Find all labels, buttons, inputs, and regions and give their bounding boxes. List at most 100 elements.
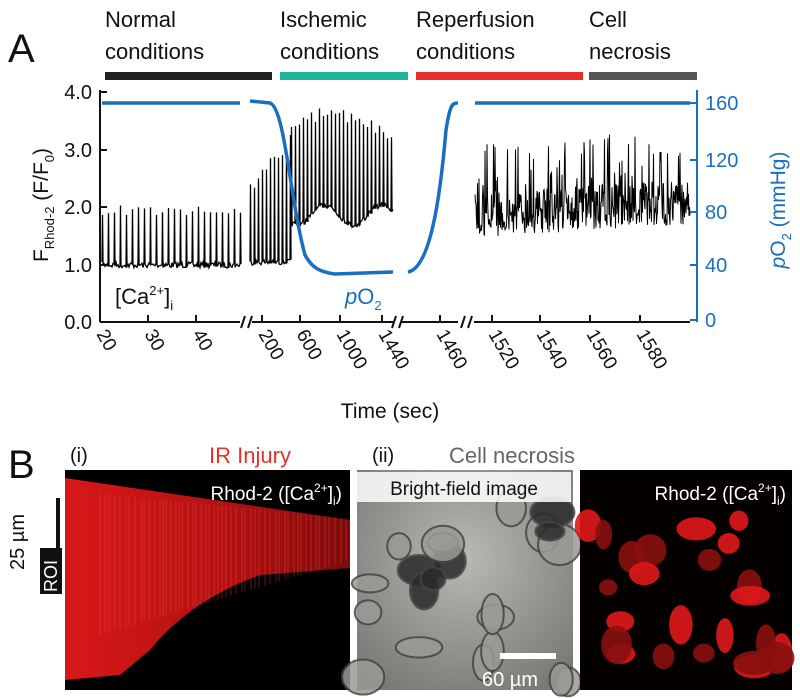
x-tick-label: 1460 xyxy=(432,326,471,373)
y2-tick-label: 0 xyxy=(705,310,716,332)
phase-headers: Normal conditions Ischemic conditions Reperf… xyxy=(105,7,697,80)
x-tick-label: 1560 xyxy=(582,326,621,373)
label-sub: i xyxy=(170,298,173,313)
x-tick-label: 1520 xyxy=(484,326,523,373)
right-axis-label: pO2 (mmHg) xyxy=(767,152,794,270)
cell xyxy=(692,643,715,663)
cell xyxy=(353,599,383,626)
label-part: ] xyxy=(164,284,170,309)
label-part: O xyxy=(767,240,790,256)
label-part: p xyxy=(767,257,790,270)
cell xyxy=(480,630,505,673)
y2-tick-label: 80 xyxy=(705,202,727,224)
phase-label: Ischemic xyxy=(280,7,367,32)
label-part: ] xyxy=(328,484,333,505)
phase-label: necrosis xyxy=(589,39,671,64)
phase-bar xyxy=(416,72,583,80)
label-sub: 2 xyxy=(374,298,381,313)
cell xyxy=(574,509,602,543)
x-tick-label: 30 xyxy=(140,326,169,355)
x-tick-label: 40 xyxy=(188,326,217,355)
phase-label: conditions xyxy=(280,39,379,64)
cell xyxy=(601,625,632,664)
x-tick-label: 1580 xyxy=(632,326,671,373)
phase-label: Cell xyxy=(589,7,627,32)
y-tick-label: 4.0 xyxy=(64,82,92,104)
cell xyxy=(669,605,693,645)
axis-break xyxy=(467,315,473,329)
subpanel-label: (ii) xyxy=(372,445,394,467)
panel-label: B xyxy=(8,443,35,487)
x-tick-label: 600 xyxy=(292,326,326,364)
label-part: (mmHg) xyxy=(767,152,790,234)
rhod-cells xyxy=(574,509,795,679)
calcium-trace xyxy=(474,134,691,237)
label-part: [Ca xyxy=(115,284,150,309)
axis-break xyxy=(240,315,246,329)
y-tick-label: 2.0 xyxy=(64,197,92,219)
cell xyxy=(652,643,675,670)
po2-trace xyxy=(249,99,394,276)
label-part: ) xyxy=(780,484,786,505)
cell xyxy=(350,573,390,594)
image-label: Rhod-2 ([Ca2+]i) xyxy=(655,481,786,508)
label-sub: 0 xyxy=(42,155,57,162)
cell xyxy=(633,534,667,567)
label-part: p xyxy=(344,284,357,309)
cell xyxy=(595,519,613,550)
subpanel-title: Cell necrosis xyxy=(449,443,575,468)
po2-annotation: pO2 xyxy=(344,284,382,313)
y-tick-label: 3.0 xyxy=(64,140,92,162)
phase-bar xyxy=(589,72,697,80)
y-tick-label: 1.0 xyxy=(64,255,92,277)
x-tick-label: 1440 xyxy=(374,326,413,373)
x-tick-label: 1000 xyxy=(332,326,371,373)
phase-bar xyxy=(280,72,408,80)
calcium-trace xyxy=(101,205,242,270)
y2-tick-label: 160 xyxy=(705,93,738,115)
subpanel-label: (i) xyxy=(70,445,88,467)
image-label: Rhod-2 ([Ca2+]i) xyxy=(211,481,342,508)
cell xyxy=(730,585,771,606)
cell xyxy=(717,532,740,554)
ca-annotation: [Ca2+]i xyxy=(115,283,173,313)
x-tick-label: 1540 xyxy=(532,326,571,373)
label-part: ) xyxy=(30,148,53,155)
cell xyxy=(759,641,795,675)
subpanel-title: IR Injury xyxy=(209,443,291,468)
phase-label: conditions xyxy=(416,39,515,64)
label-sup: 2+ xyxy=(758,481,772,495)
x-axis-label: Time (sec) xyxy=(341,400,439,423)
phase-label: Normal xyxy=(105,7,176,32)
cell xyxy=(480,592,505,636)
ir-stripes xyxy=(99,493,347,635)
axes: 4.0 3.0 2.0 1.0 0.0 160 120 80 40 0 20 30 40 200 600 10… xyxy=(64,82,738,373)
y2-tick-label: 40 xyxy=(705,255,727,277)
panel-label: A xyxy=(8,27,35,71)
roi-box xyxy=(40,548,62,594)
label-part: ] xyxy=(772,484,777,505)
phase-label: conditions xyxy=(105,39,204,64)
label-part: O xyxy=(357,284,374,309)
cell xyxy=(420,524,466,564)
label-part: ) xyxy=(336,484,342,505)
label-sub: i xyxy=(333,494,336,508)
label-part: F xyxy=(30,249,53,262)
cell xyxy=(629,562,660,586)
label-part: Rhod-2 ([Ca xyxy=(211,484,315,505)
label-sup: 2+ xyxy=(149,283,164,298)
calcium-trace xyxy=(249,134,292,266)
y2-tick-label: 120 xyxy=(705,150,738,172)
left-axis-label: FRhod-2 (F/F0) xyxy=(30,148,57,262)
cell xyxy=(548,661,574,697)
cell xyxy=(697,548,722,571)
label-sub: Rhod-2 xyxy=(42,207,57,250)
axis-break xyxy=(247,315,253,329)
cell xyxy=(676,517,717,541)
x-tick-label: 20 xyxy=(92,326,121,355)
cell xyxy=(599,579,618,596)
axis-break xyxy=(391,315,397,329)
bright-field-cells xyxy=(341,489,583,698)
image-label: Bright-field image xyxy=(390,479,538,500)
